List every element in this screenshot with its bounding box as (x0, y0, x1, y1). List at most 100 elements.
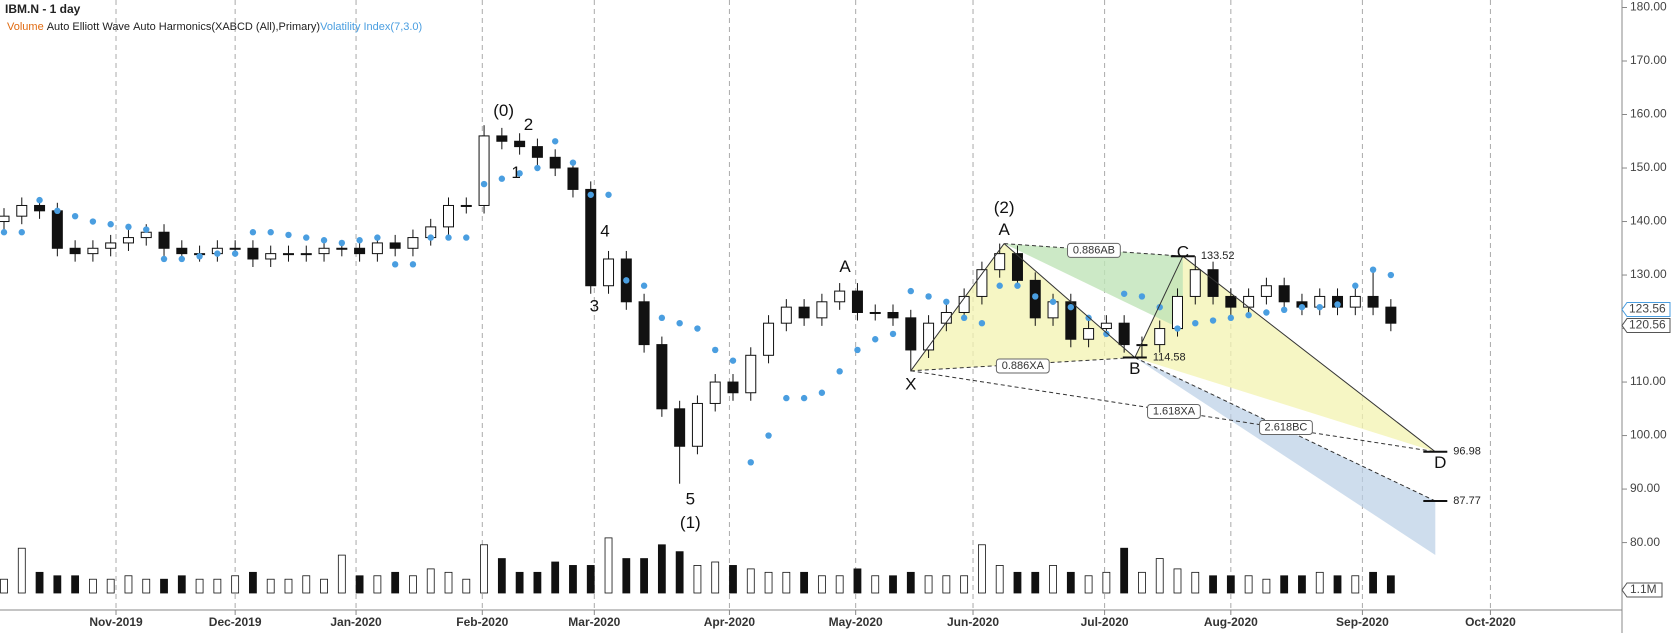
volatility-dot (1192, 319, 1199, 327)
pattern-layer (910, 243, 1436, 555)
volume-bar (53, 575, 62, 594)
candle-body (0, 215, 10, 223)
volume-bar (835, 575, 844, 594)
volatility-dot (907, 287, 914, 295)
volatility-dot (498, 175, 506, 182)
candle-body (158, 231, 170, 249)
candle-body (87, 247, 99, 255)
candle-body (567, 167, 579, 190)
volatility-dot (143, 226, 150, 233)
volume-bar (604, 537, 613, 594)
volatility-dot (1103, 330, 1110, 338)
volume-bar (1209, 575, 1217, 594)
candle-body (16, 204, 28, 217)
volume-bar (1298, 575, 1306, 594)
y-tick-label: 110.00 (1630, 374, 1666, 388)
wave-label: 4 (600, 222, 609, 241)
volatility-dot (605, 191, 612, 198)
volatility-dot (1049, 298, 1057, 305)
x-tick-label: Dec-2019 (209, 615, 262, 629)
volume-bar (924, 575, 933, 594)
volume-bar (1102, 571, 1111, 594)
candle-body (514, 140, 526, 148)
volatility-dot (71, 212, 79, 220)
candle-body (140, 231, 152, 239)
x-tick-label: Apr-2020 (704, 615, 756, 629)
y-tick-label: 160.00 (1630, 107, 1667, 121)
volatility-dot (480, 180, 488, 188)
wave-label: (0) (493, 101, 514, 120)
ratio-box (1259, 420, 1313, 436)
price-level-label: 133.52 (1201, 250, 1235, 262)
candle-body (496, 135, 508, 142)
candle-body (851, 290, 863, 313)
ratio-label: 0.886XA (1002, 360, 1045, 372)
ratio-box (995, 358, 1050, 374)
volume-bar (462, 578, 471, 594)
harmonic-point-label: A (998, 220, 1010, 239)
volatility-dot (694, 325, 701, 332)
candle-body (282, 253, 294, 256)
volume-layer (0, 537, 1395, 594)
volatility-dot (89, 218, 97, 225)
volume-bar (480, 544, 488, 594)
price-marker-label: 123.56 (1629, 302, 1666, 316)
volatility-dot (960, 314, 968, 322)
x-tick-label: Sep-2020 (1336, 615, 1389, 629)
volume-bar (1369, 571, 1377, 594)
volatility-dot (1316, 303, 1323, 311)
volatility-dot (1352, 282, 1359, 289)
volume-bar (657, 544, 666, 594)
harmonic-point-label: D (1434, 453, 1446, 472)
candle-body (940, 311, 952, 324)
volume-bar (729, 565, 737, 594)
candle-body (1011, 253, 1023, 281)
volume-marker (1621, 582, 1663, 598)
ratio-box (1147, 403, 1201, 419)
candle-body (105, 242, 117, 249)
volume-bar (213, 578, 222, 594)
volatility-dot (214, 250, 221, 257)
y-tick-label: 140.00 (1630, 214, 1667, 228)
x-tick-label: Aug-2020 (1204, 615, 1258, 629)
volume-bar (284, 578, 293, 594)
candle-body (763, 322, 775, 356)
candle-body (745, 354, 757, 394)
volatility-dot (54, 207, 61, 215)
volume-bar (177, 575, 186, 594)
candle-body (389, 242, 401, 249)
volatility-dot (1120, 290, 1128, 297)
volatility-dot (640, 282, 648, 289)
volume-bar (1244, 575, 1253, 594)
volatility-dot (303, 234, 310, 241)
x-tick-label: Nov-2019 (89, 615, 143, 629)
candle-body (336, 247, 348, 250)
volatility-dot (463, 234, 470, 241)
candle-body (923, 322, 935, 351)
volatility-dot (285, 231, 292, 239)
volatility-dot (18, 229, 25, 236)
volume-bar (89, 578, 97, 594)
harmonic-point-label: B (1129, 359, 1140, 378)
volatility-dot (374, 234, 381, 241)
candle-body (34, 204, 46, 212)
candle-body (1385, 306, 1397, 324)
price-level-label: 114.58 (1153, 351, 1186, 363)
pattern-bcd (1134, 256, 1436, 452)
volume-bar (622, 558, 631, 594)
volume-bar (1351, 575, 1360, 594)
volume-bar (302, 575, 311, 594)
volume-bar (320, 578, 328, 594)
candle-body (709, 381, 721, 404)
volatility-dot (249, 229, 257, 236)
candle-body (69, 247, 81, 255)
volatility-dot (818, 389, 826, 396)
candle-body (1171, 295, 1183, 330)
volatility-dot (925, 293, 932, 300)
x-tick-label: May-2020 (829, 615, 883, 629)
candle-body (798, 306, 810, 319)
candle-body (869, 311, 881, 314)
volatility-dot (36, 196, 43, 204)
volatility-dot (231, 250, 239, 257)
wave-label: 2 (524, 115, 533, 134)
